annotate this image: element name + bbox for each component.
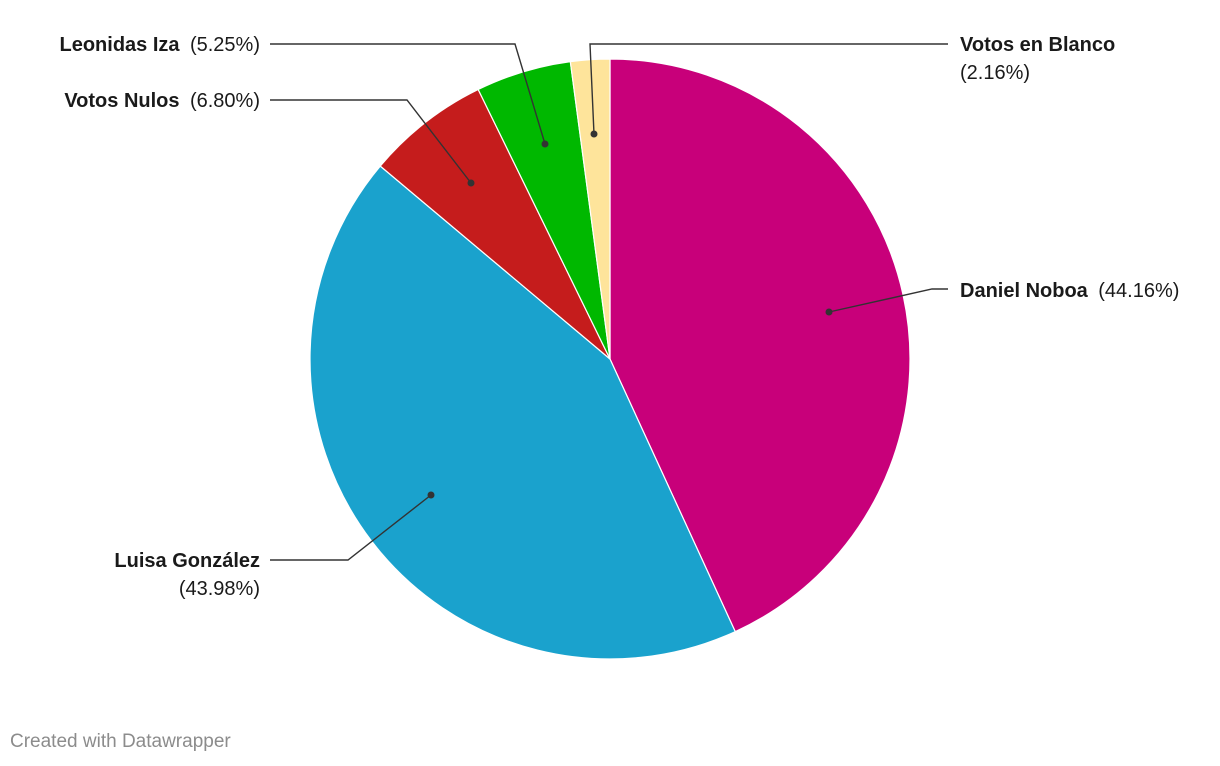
label-votos-nulos: Votos Nulos (6.80%) [64, 90, 475, 187]
leader-line-votos-nulos [270, 99, 472, 184]
label-votos-en-blanco: Votos en Blanco (2.16%) [589, 34, 1115, 138]
slice-labels: Daniel Noboa (44.16%) Luisa González (43… [59, 34, 1179, 600]
slice-value-luisa-gonzalez: (43.98%) [179, 578, 260, 600]
slice-value-leonidas-iza: (5.25%) [190, 34, 260, 56]
slice-name-votos-nulos: Votos Nulos [64, 90, 179, 112]
label-daniel-noboa: Daniel Noboa (44.16%) [825, 280, 1179, 316]
leader-dot-daniel-noboa [825, 308, 833, 316]
slice-value-votos-en-blanco: (2.16%) [960, 62, 1030, 84]
slice-name-daniel-noboa: Daniel Noboa [960, 280, 1089, 302]
slice-name-votos-en-blanco: Votos en Blanco [960, 34, 1115, 56]
datawrapper-credit: Created with Datawrapper [10, 731, 231, 752]
label-luisa-gonzalez: Luisa González (43.98%) [114, 491, 435, 600]
leader-line-luisa-gonzalez [270, 494, 432, 561]
leader-dot-votos-en-blanco [590, 130, 598, 138]
leader-line-leonidas-iza [270, 43, 546, 145]
label-leonidas-iza: Leonidas Iza (5.25%) [59, 34, 549, 148]
leader-line-daniel-noboa [828, 288, 948, 313]
leader-dot-leonidas-iza [541, 140, 549, 148]
leader-line-votos-en-blanco [589, 43, 948, 135]
leader-dot-luisa-gonzalez [427, 491, 435, 499]
slice-value-votos-nulos: (6.80%) [190, 90, 260, 112]
slice-name-leonidas-iza: Leonidas Iza [59, 34, 180, 56]
pie-slices [309, 58, 911, 660]
leader-dot-votos-nulos [467, 179, 475, 187]
slice-value-daniel-noboa: (44.16%) [1098, 280, 1179, 302]
label-text-leonidas-iza: Leonidas Iza (5.25%) [59, 34, 260, 56]
label-text-votos-nulos: Votos Nulos (6.80%) [64, 90, 260, 112]
label-text-daniel-noboa: Daniel Noboa (44.16%) [960, 280, 1179, 302]
slice-name-luisa-gonzalez: Luisa González [114, 550, 260, 572]
